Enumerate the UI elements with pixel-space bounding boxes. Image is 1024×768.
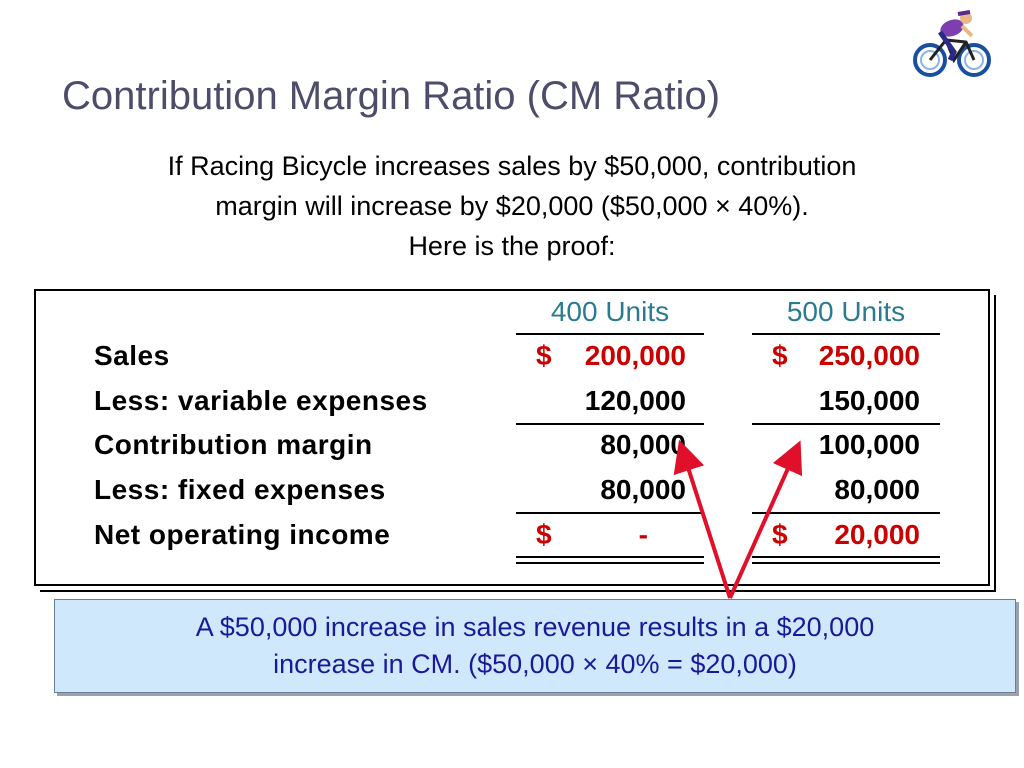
noi-double-underline-2a (752, 556, 940, 558)
column-header-500-units: 500 Units (786, 296, 906, 327)
callout-line-1: A $50,000 increase in sales revenue resu… (195, 612, 875, 642)
fixed-expenses-500-units: 80,000 (834, 474, 920, 505)
variable-expenses-500-units: 150,000 (818, 385, 920, 416)
noi-400-units: - (638, 519, 648, 550)
variable-expenses-underline-2 (752, 423, 940, 425)
row-label-net-operating-income: Net operating income (94, 519, 391, 550)
column-header-400-units: 400 Units (550, 296, 670, 327)
noi-double-underline-1b (516, 562, 704, 564)
callout-box: A $50,000 increase in sales revenue resu… (54, 599, 1016, 693)
sales-dollar-sign-2: $ (772, 340, 788, 371)
arrow-to-cm-400 (673, 439, 732, 599)
noi-double-underline-1a (516, 556, 704, 558)
intro-line-2: margin will increase by $20,000 ($50,000… (215, 191, 809, 221)
income-statement-table (34, 289, 990, 586)
noi-double-underline-2b (752, 562, 940, 564)
contribution-margin-400-units: 80,000 (600, 429, 686, 460)
row-label-variable-expenses: Less: variable expenses (94, 385, 428, 416)
variable-expenses-underline-1 (516, 423, 704, 425)
variable-expenses-400-units: 120,000 (584, 385, 686, 416)
row-label-fixed-expenses: Less: fixed expenses (94, 474, 386, 505)
row-label-contribution-margin: Contribution margin (94, 429, 373, 460)
header-underline-2 (752, 333, 940, 335)
noi-dollar-sign-2: $ (772, 519, 788, 550)
callout-line-2: increase in CM. ($50,000 × 40% = $20,000… (273, 649, 797, 679)
noi-dollar-sign-1: $ (536, 519, 552, 550)
sales-500-units: 250,000 (818, 340, 920, 371)
sales-400-units: 200,000 (584, 340, 686, 371)
sales-dollar-sign-1: $ (536, 340, 552, 371)
arrow-to-cm-500 (728, 440, 803, 599)
row-label-sales: Sales (94, 340, 170, 371)
header-underline-1 (516, 333, 704, 335)
noi-500-units: 20,000 (834, 519, 920, 550)
slide-title: Contribution Margin Ratio (CM Ratio) (62, 74, 721, 118)
fixed-expenses-400-units: 80,000 (600, 474, 686, 505)
intro-line-1: If Racing Bicycle increases sales by $50… (167, 151, 857, 181)
contribution-margin-500-units: 100,000 (818, 429, 920, 460)
intro-line-3: Here is the proof: (408, 231, 616, 261)
fixed-expenses-underline-2 (752, 512, 940, 514)
fixed-expenses-underline-1 (516, 512, 704, 514)
bicycle-rider-icon (913, 10, 991, 77)
